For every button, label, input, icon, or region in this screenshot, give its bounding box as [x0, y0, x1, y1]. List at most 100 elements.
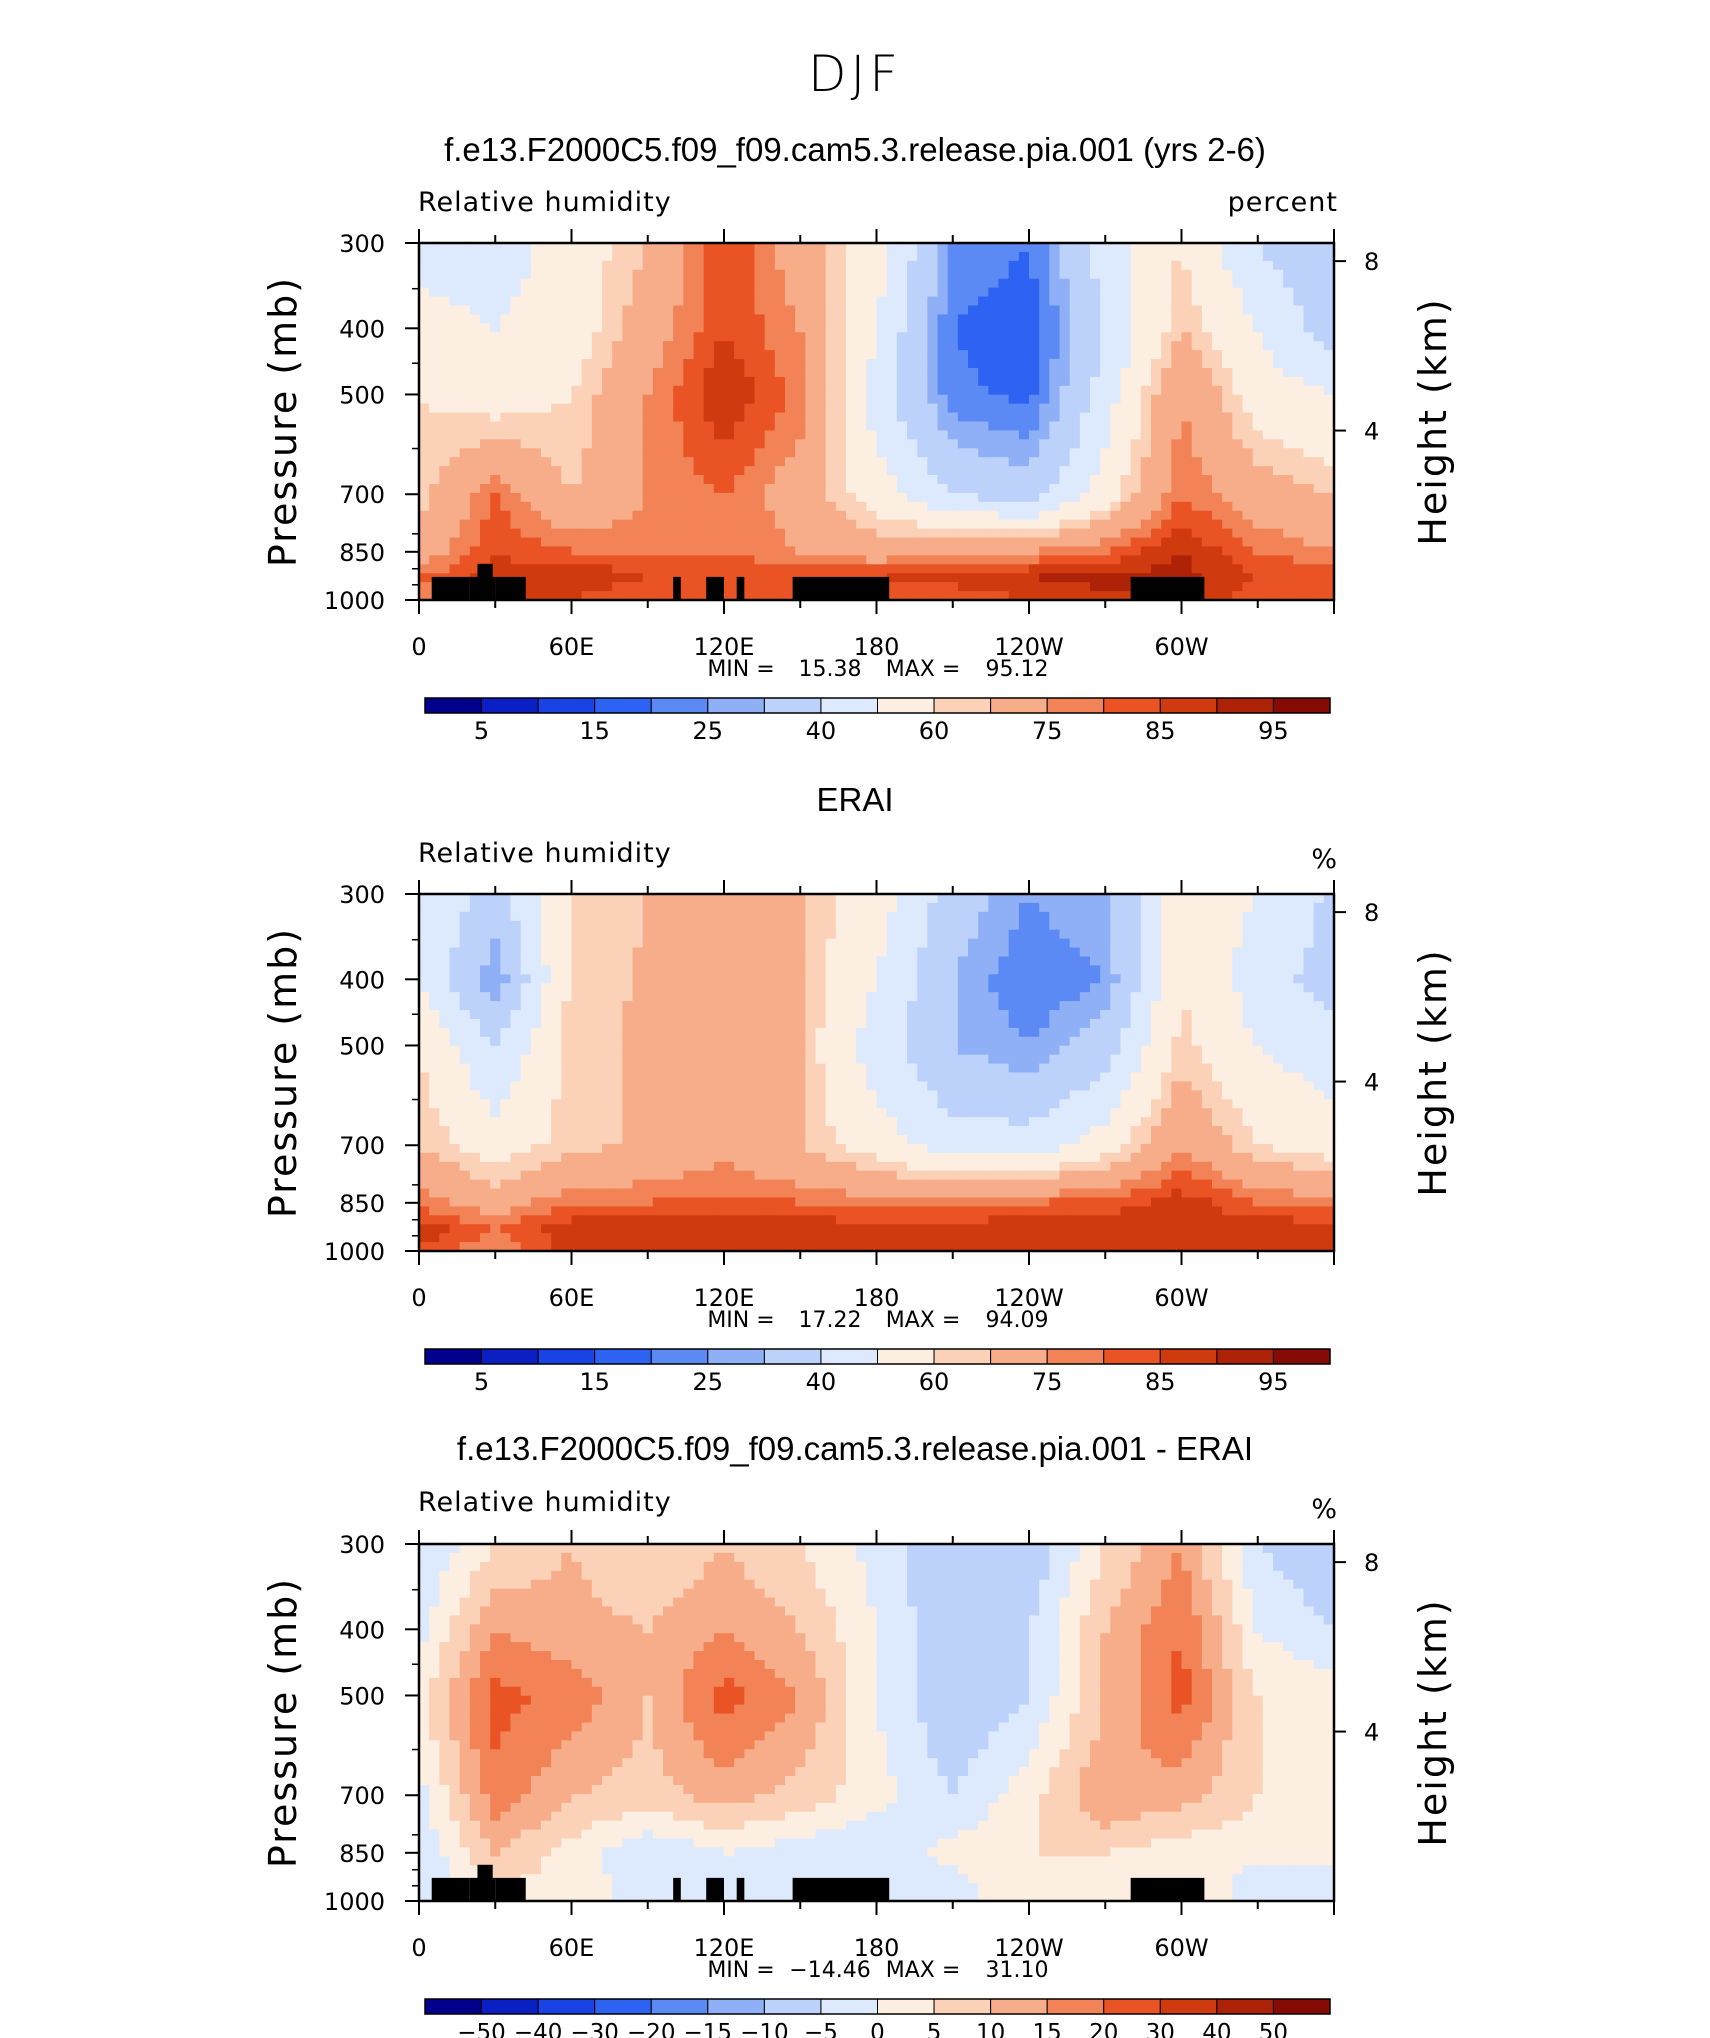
heatmap-cell [1039, 947, 1050, 958]
heatmap-cell [1049, 314, 1061, 324]
heatmap-cell [459, 911, 471, 922]
heatmap-cell [1222, 974, 1233, 984]
heatmap-cell [642, 591, 654, 601]
heatmap-cell [978, 439, 989, 449]
heatmap-cell [947, 341, 959, 351]
heatmap-cell [530, 938, 542, 949]
heatmap-cell [815, 492, 827, 503]
heatmap-cell [622, 519, 634, 530]
heatmap-cell [439, 430, 451, 440]
heatmap-cell [866, 537, 878, 548]
heatmap-cell [429, 546, 440, 556]
heatmap-cell [1029, 555, 1040, 565]
heatmap-cell [1151, 501, 1162, 512]
heatmap-cell [693, 314, 705, 324]
heatmap-cell [1181, 243, 1193, 253]
heatmap-cell [459, 394, 471, 405]
heatmap-cell [551, 314, 562, 324]
heatmap-cell [1262, 332, 1274, 342]
heatmap-cell [419, 992, 430, 1002]
heatmap-cell [724, 296, 735, 307]
heatmap-cell [886, 965, 898, 975]
heatmap-cell [998, 974, 1010, 984]
heatmap-cell [1049, 582, 1061, 592]
heatmap-cell [1293, 1010, 1305, 1020]
heatmap-cell [1090, 421, 1101, 432]
heatmap-cell [947, 323, 959, 333]
heatmap-cell [642, 394, 654, 405]
heatmap-cell [1242, 403, 1254, 414]
heatmap-cell [652, 894, 664, 904]
heatmap-cell [612, 929, 623, 940]
heatmap-cell [937, 314, 949, 324]
heatmap-cell [1262, 314, 1274, 324]
heatmap-cell [978, 466, 989, 476]
heatmap-cell [520, 929, 532, 940]
heatmap-cell [541, 902, 552, 913]
heatmap-cell [429, 501, 440, 512]
heatmap-cell [805, 260, 817, 271]
heatmap-cell [1079, 421, 1091, 432]
heatmap-cell [957, 983, 969, 993]
heatmap-cell [988, 448, 1000, 458]
heatmap-cell [1100, 947, 1111, 958]
heatmap-cell [1140, 501, 1152, 512]
heatmap-cell [1008, 510, 1020, 521]
heatmap-cell [815, 376, 827, 387]
heatmap-cell [764, 965, 776, 975]
heatmap-cell [734, 466, 745, 476]
heatmap-cell [520, 992, 532, 1002]
heatmap-cell [927, 269, 939, 280]
heatmap-cell [1140, 519, 1152, 530]
heatmap-cell [947, 243, 959, 253]
heatmap-cell [1273, 992, 1284, 1002]
heatmap-cell [1008, 938, 1020, 949]
heatmap-cell [1283, 367, 1294, 378]
heatmap-cell [703, 510, 715, 521]
heatmap-cell [1191, 974, 1203, 984]
heatmap-cell [978, 528, 989, 539]
heatmap-cell [764, 448, 776, 458]
heatmap-cell [1090, 251, 1101, 262]
heatmap-cell [449, 385, 461, 396]
heatmap-cell [449, 902, 461, 913]
heatmap-cell [1262, 902, 1274, 913]
heatmap-cell [1120, 403, 1132, 414]
heatmap-cell [439, 243, 451, 253]
heatmap-cell [429, 341, 440, 351]
heatmap-cell [591, 929, 603, 940]
heatmap-cell [795, 1010, 806, 1020]
heatmap-cell [1171, 902, 1183, 913]
heatmap-cell [1049, 296, 1061, 307]
heatmap-cell [754, 394, 766, 405]
heatmap-cell [815, 403, 827, 414]
heatmap-cell [1008, 992, 1020, 1002]
heatmap-cell [876, 947, 888, 958]
heatmap-cell [937, 573, 949, 583]
heatmap-cell [1079, 992, 1091, 1002]
heatmap-cell [856, 475, 867, 485]
heatmap-cell [835, 501, 847, 512]
heatmap-cell [724, 537, 735, 548]
heatmap-cell [591, 573, 603, 583]
heatmap-cell [1171, 965, 1183, 975]
heatmap-cell [856, 983, 867, 993]
heatmap-cell [581, 546, 593, 556]
heatmap-cell [429, 278, 440, 289]
heatmap-cell [663, 260, 674, 271]
heatmap-cell [896, 965, 908, 975]
heatmap-cell [1140, 350, 1152, 360]
heatmap-cell [581, 510, 593, 521]
heatmap-cell [490, 920, 501, 931]
heatmap-cell [663, 314, 674, 324]
heatmap-cell [1181, 314, 1193, 324]
heatmap-cell [896, 938, 908, 949]
heatmap-cell [1161, 902, 1172, 913]
heatmap-cell [419, 1010, 430, 1020]
heatmap-cell [1293, 251, 1305, 262]
heatmap-cell [632, 894, 644, 904]
x-tick-label: 120E [694, 633, 755, 661]
heatmap-cell [459, 528, 471, 539]
heatmap-cell [1029, 1001, 1040, 1011]
heatmap-cell [917, 591, 928, 601]
